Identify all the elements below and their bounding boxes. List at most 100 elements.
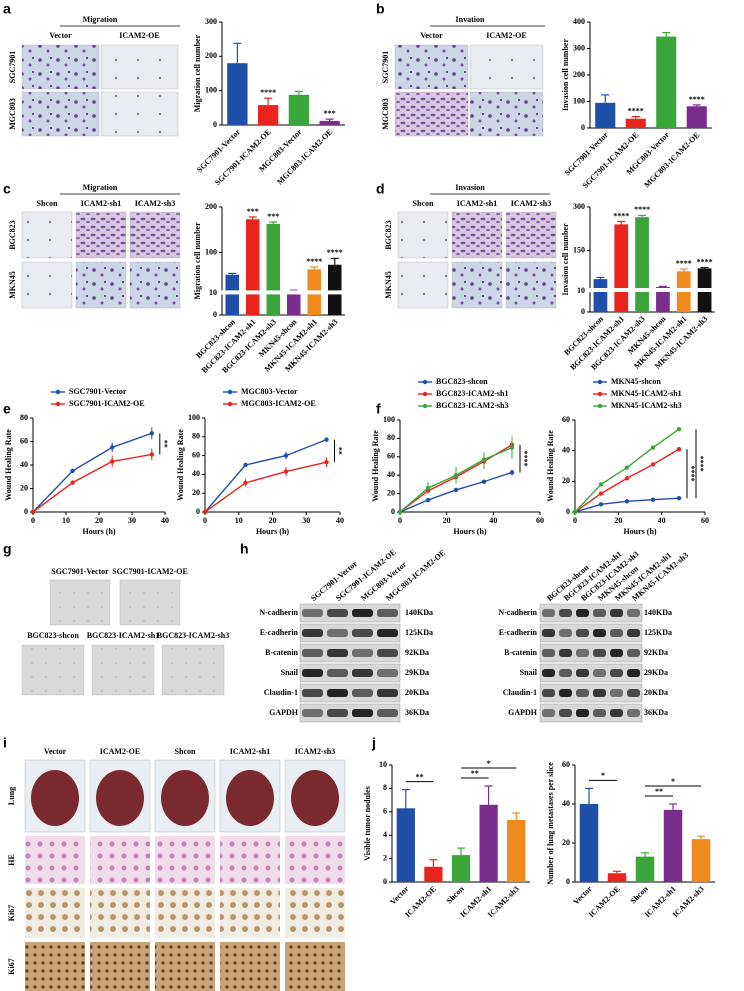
- point: [283, 453, 289, 458]
- x-tick-label: Shcon: [445, 884, 467, 906]
- blot-band: [610, 609, 623, 617]
- ki67-highmag: [25, 942, 85, 991]
- panel-letter: c: [3, 181, 11, 197]
- y-tick-label: 60: [562, 415, 570, 424]
- blot-band: [627, 689, 640, 697]
- y-axis-label: Migration cell number: [193, 222, 202, 300]
- blot-band: [542, 689, 555, 697]
- micrograph: [129, 261, 181, 309]
- bar: [288, 94, 310, 125]
- size-label: 20KDa: [644, 688, 668, 697]
- x-tick-label: 40: [336, 516, 344, 525]
- point: [243, 462, 248, 468]
- micrograph: [505, 261, 557, 309]
- point: [243, 480, 248, 486]
- micrograph: [21, 644, 85, 696]
- bar: [257, 105, 279, 125]
- point: [598, 491, 604, 496]
- protein-label: B-catenin: [504, 648, 537, 657]
- legend-marker: [55, 389, 61, 395]
- significance: ***: [267, 212, 279, 221]
- micrograph: [49, 579, 111, 626]
- he-section: [155, 836, 215, 884]
- y-tick-label: 100: [573, 96, 585, 105]
- y-tick-label: 20: [192, 488, 200, 497]
- x-tick-label: 40: [161, 516, 169, 525]
- significance: **: [471, 769, 479, 778]
- row-label: MKN45: [8, 271, 17, 299]
- y-tick-label: 60: [387, 452, 395, 461]
- ki67-section: [25, 888, 85, 938]
- micrograph: [394, 44, 469, 90]
- blot-band: [327, 649, 348, 657]
- y-tick-label: 20: [387, 488, 395, 497]
- size-label: 140KDa: [644, 608, 672, 617]
- blot-band: [542, 649, 555, 657]
- legend-label: MKN45-ICAM2-sh1: [611, 389, 682, 398]
- point: [324, 437, 329, 442]
- y-tick-label: 0: [581, 123, 585, 132]
- point: [676, 446, 682, 452]
- x-tick-label: 20: [614, 516, 622, 525]
- lung-photo: [96, 770, 144, 826]
- blot-band: [327, 629, 348, 637]
- significance: ***: [247, 207, 259, 216]
- bar: [245, 219, 260, 315]
- micrograph: [129, 211, 181, 259]
- y-tick-label: 150: [573, 245, 585, 254]
- point: [149, 431, 154, 436]
- row-label: BGC823: [8, 220, 17, 249]
- column-label: ICAM2-sh1: [81, 199, 121, 208]
- blot-band: [576, 689, 589, 697]
- x-tick-label: 10: [62, 516, 70, 525]
- bar: [319, 120, 340, 125]
- blot-band: [327, 669, 348, 677]
- blot-band: [302, 669, 323, 677]
- point: [453, 487, 459, 493]
- lung-photo: [31, 770, 79, 826]
- size-label: 125KDa: [405, 628, 433, 637]
- lung-photo: [226, 770, 274, 826]
- ki67-section: [155, 888, 215, 938]
- significance: *: [671, 777, 675, 786]
- blot-band: [576, 669, 589, 677]
- blot-band: [593, 689, 606, 697]
- y-tick-label: 10: [209, 288, 217, 297]
- row-label: MKN45: [384, 271, 393, 299]
- blot-strip: [299, 643, 401, 663]
- y-tick-label: 2: [383, 853, 387, 862]
- blot-band: [327, 689, 348, 697]
- he-section: [25, 836, 85, 884]
- point: [30, 509, 36, 515]
- point: [149, 452, 154, 457]
- bar: [227, 63, 248, 125]
- row-label: BGC823: [384, 220, 393, 249]
- y-tick-label: 20: [562, 476, 570, 485]
- significance: *: [487, 759, 491, 768]
- ki67-section: [285, 888, 345, 938]
- significance: ****: [628, 106, 644, 115]
- significance: ****: [634, 205, 650, 214]
- significance: ****: [689, 95, 705, 104]
- panel-header: Migration: [83, 15, 118, 24]
- x-tick-label: 0: [398, 516, 402, 525]
- y-tick-label: 300: [205, 17, 217, 26]
- bar: [327, 264, 342, 315]
- row-label: Ki67: [7, 905, 16, 921]
- y-axis-label: Wound Healing Rate: [176, 429, 185, 501]
- blot-band: [593, 649, 606, 657]
- ki67-section: [220, 888, 280, 938]
- y-tick-label: 20: [20, 483, 28, 492]
- blot-band: [610, 629, 623, 637]
- column-label: Shcon: [175, 747, 196, 756]
- blot-band: [302, 649, 323, 657]
- significance: ****: [697, 257, 713, 266]
- x-tick-label: SGC7901-ICAM2-OE: [581, 130, 641, 190]
- legend-marker: [55, 401, 61, 407]
- blot-band: [559, 709, 572, 717]
- micrograph: [397, 261, 449, 309]
- point: [110, 445, 115, 450]
- significance: **: [160, 440, 169, 448]
- column-label: ICAM2-sh3: [135, 199, 175, 208]
- point: [676, 427, 682, 432]
